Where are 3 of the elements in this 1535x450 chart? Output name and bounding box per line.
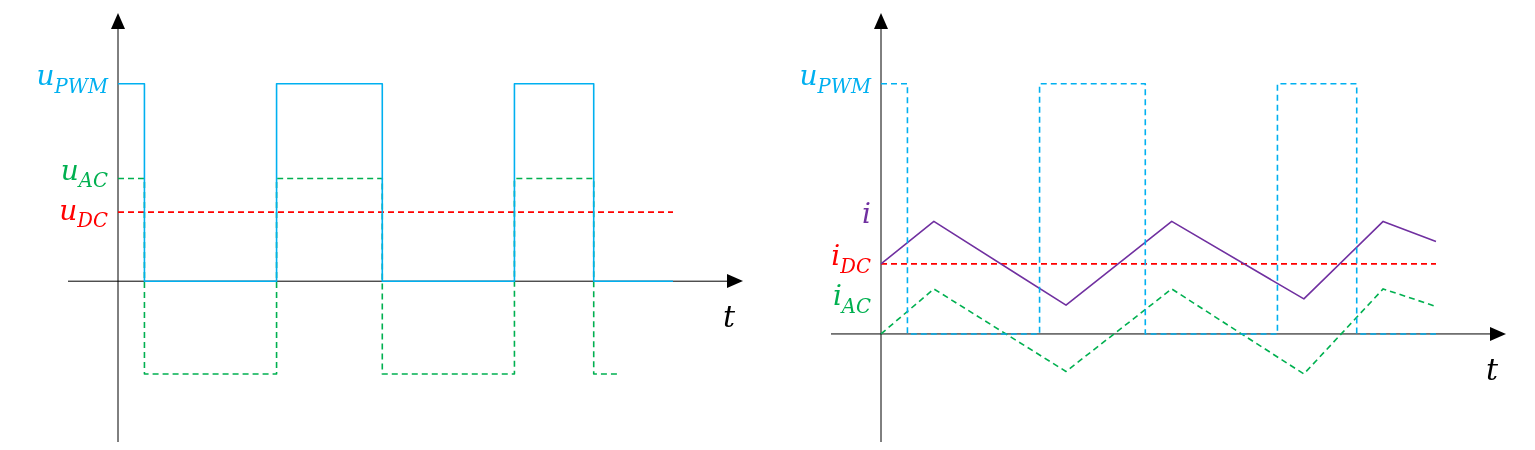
x-axis-title: t [1486,351,1499,387]
series-label: i [862,196,872,230]
x-axis-title: t [723,298,736,334]
